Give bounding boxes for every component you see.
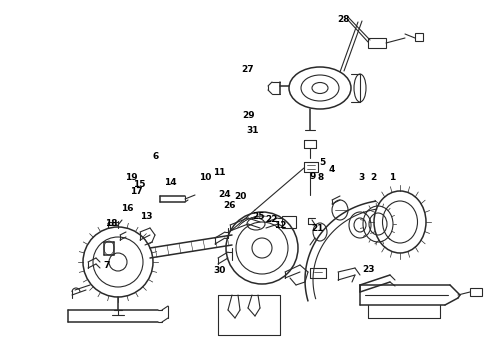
Text: 12: 12 [274,220,287,230]
Text: 20: 20 [234,192,246,201]
Text: 10: 10 [198,173,211,182]
Text: 28: 28 [337,15,349,24]
Text: 6: 6 [153,152,159,161]
Text: 27: 27 [241,65,254,74]
Text: 21: 21 [311,224,324,233]
Text: 17: 17 [130,187,143,196]
Text: 14: 14 [164,179,177,188]
Text: 25: 25 [252,212,265,221]
Text: 24: 24 [218,190,231,199]
Bar [282,216,296,228]
Text: 13: 13 [140,212,152,220]
Text: 18: 18 [105,220,118,229]
Text: 1: 1 [389,173,395,182]
Text: 2: 2 [370,173,376,182]
Bar [368,38,386,48]
Text: 5: 5 [319,158,325,167]
Text: 8: 8 [318,173,324,182]
Text: 22: 22 [266,215,278,224]
Bar [415,33,423,41]
Text: 15: 15 [133,180,146,189]
Text: 11: 11 [213,168,226,177]
Text: 23: 23 [362,265,375,274]
Text: 29: 29 [243,111,255,120]
Text: 9: 9 [309,172,316,181]
Text: 19: 19 [125,173,138,182]
Text: 4: 4 [329,165,336,174]
Text: 7: 7 [103,261,110,270]
Bar [470,288,482,296]
Text: 3: 3 [359,173,365,182]
Text: 31: 31 [246,126,259,135]
Text: 16: 16 [121,204,134,212]
Text: 26: 26 [223,202,236,211]
Text: 30: 30 [213,266,226,275]
